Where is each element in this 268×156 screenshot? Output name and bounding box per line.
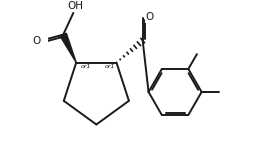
Text: or1: or1 <box>80 64 91 69</box>
Text: O: O <box>145 12 154 22</box>
Text: OH: OH <box>67 1 83 11</box>
Text: O: O <box>33 36 41 46</box>
Text: or1: or1 <box>104 64 115 69</box>
Polygon shape <box>60 33 76 63</box>
